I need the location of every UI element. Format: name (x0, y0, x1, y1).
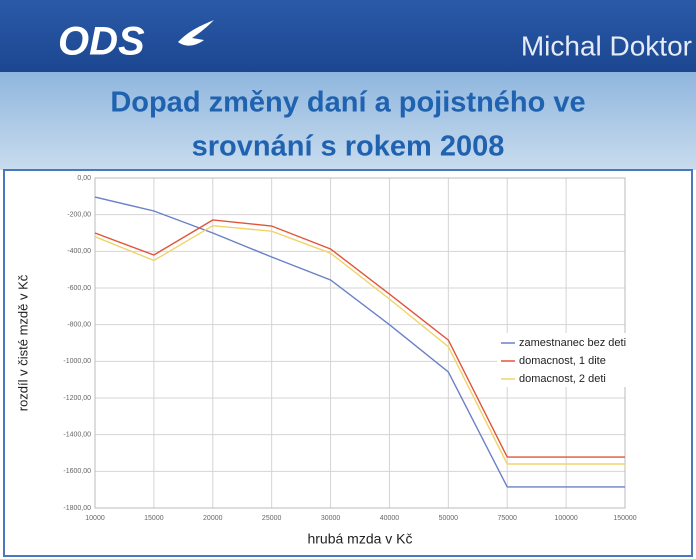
x-tick-label: 40000 (380, 515, 400, 522)
y-tick-label: -1200,00 (63, 395, 91, 402)
x-tick-label: 15000 (144, 515, 164, 522)
title-band (0, 72, 696, 170)
x-tick-label: 20000 (203, 515, 223, 522)
logo: ODS (58, 20, 145, 64)
y-tick-label: 0,00 (77, 175, 91, 182)
legend-label: domacnost, 1 dite (519, 355, 606, 367)
author: Michal Doktor (521, 30, 692, 61)
x-tick-label: 30000 (321, 515, 341, 522)
y-axis-title: rozdíl v čisté mzdě v Kč (15, 274, 30, 411)
x-tick-label: 50000 (439, 515, 459, 522)
x-axis-title: hrubá mzda v Kč (307, 531, 412, 547)
slide-title: Dopad změny daní a pojistného ve (110, 87, 585, 119)
y-tick-label: -800,00 (67, 322, 91, 329)
y-tick-label: -1800,00 (63, 505, 91, 512)
legend-box (497, 333, 637, 387)
y-tick-label: -400,00 (67, 248, 91, 255)
slide-title: srovnání s rokem 2008 (192, 131, 505, 163)
y-tick-label: -1000,00 (63, 358, 91, 365)
x-tick-label: 25000 (262, 515, 282, 522)
y-tick-label: -200,00 (67, 212, 91, 219)
series-line (94, 224, 625, 465)
header-bar (0, 0, 696, 72)
legend-label: domacnost, 2 deti (519, 373, 606, 385)
x-tick-label: 75000 (497, 515, 517, 522)
x-tick-label: 100000 (554, 515, 577, 522)
y-tick-label: -1400,00 (63, 432, 91, 439)
legend-label: zamestnanec bez deti (519, 337, 626, 349)
y-tick-label: -1600,00 (63, 468, 91, 475)
y-tick-label: -600,00 (67, 285, 91, 292)
series-line (94, 219, 625, 458)
x-tick-label: 10000 (85, 515, 105, 522)
x-tick-label: 150000 (613, 515, 636, 522)
series-line (94, 196, 625, 488)
logo-bird (178, 20, 214, 46)
